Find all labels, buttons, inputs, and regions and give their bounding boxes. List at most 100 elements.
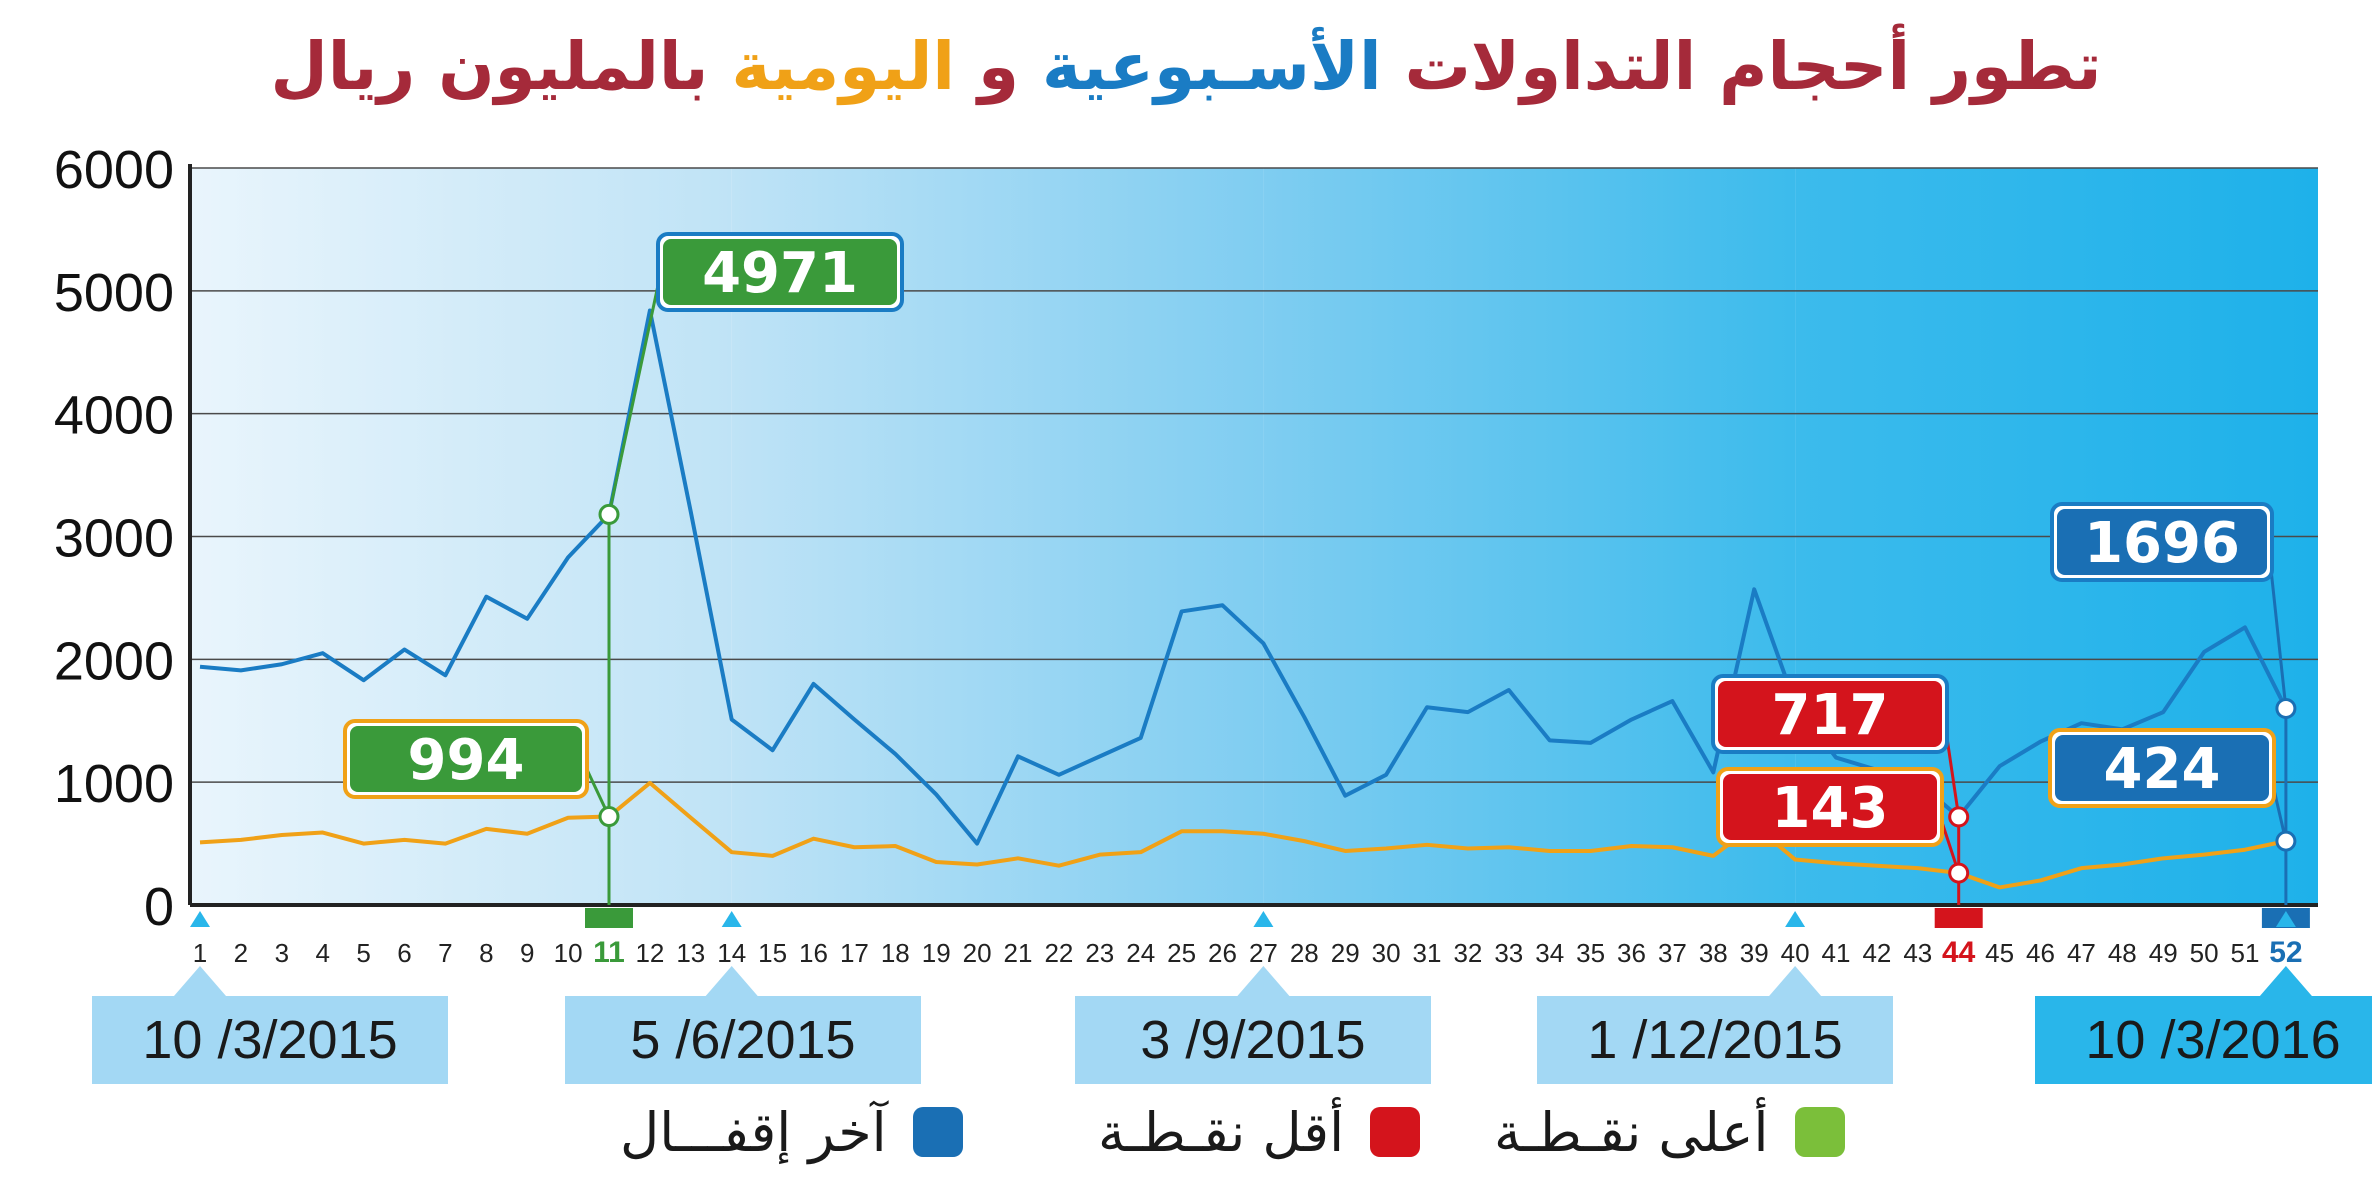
x-tick-label: 19	[922, 938, 951, 968]
x-tick-label: 45	[1985, 938, 2014, 968]
date-pointer	[1769, 966, 1822, 996]
x-tick-label: 30	[1372, 938, 1401, 968]
x-tick-label: 50	[2190, 938, 2219, 968]
date-pointer	[1237, 966, 1290, 996]
x-tick-label: 42	[1862, 938, 1891, 968]
x-tick-label: 36	[1617, 938, 1646, 968]
callout-point	[1948, 806, 1970, 828]
legend-swatch-low	[1370, 1107, 1421, 1157]
x-tick-label: 26	[1208, 938, 1237, 968]
title-prefix: تطور أحجام التداولات	[1404, 28, 2102, 105]
callout-label: 143	[1772, 776, 1889, 841]
x-tick-label: 10	[554, 938, 583, 968]
callout-point	[598, 503, 620, 525]
x-tick-label: 35	[1576, 938, 1605, 968]
callout-label: 1696	[2084, 511, 2240, 576]
x-tick-label: 8	[479, 938, 493, 968]
x-tick-label: 37	[1658, 938, 1687, 968]
legend-item-high: أعلى نقـطـة	[1494, 1092, 1845, 1172]
y-tick-label: 0	[144, 877, 174, 937]
y-tick-label: 1000	[54, 754, 174, 814]
x-tick-label: 13	[676, 938, 705, 968]
date-box	[565, 996, 921, 1084]
title-connector: و	[978, 28, 1020, 105]
callout-point	[1948, 862, 1970, 884]
x-tick-label: 24	[1126, 938, 1155, 968]
x-tick-label: 20	[963, 938, 992, 968]
x-tick-label: 9	[520, 938, 534, 968]
callout-label: 424	[2104, 737, 2221, 802]
y-tick-label: 4000	[54, 386, 174, 446]
x-tick-label: 34	[1535, 938, 1564, 968]
date-pointer-top	[2275, 911, 2296, 927]
callout-point	[2275, 697, 2297, 719]
title-weekly: الأسـبوعية	[1042, 28, 1382, 105]
x-tick-label: 28	[1290, 938, 1319, 968]
x-tick-label: 23	[1085, 938, 1114, 968]
x-tick-label: 7	[438, 938, 452, 968]
date-label: 3 /9/2015	[1140, 1010, 1365, 1070]
callout-box	[2055, 735, 2269, 801]
legend-item-low: أقل نقـطـة	[1098, 1092, 1421, 1172]
title-suffix: بالمليون ريال	[270, 28, 709, 105]
x-tick-label: 47	[2067, 938, 2096, 968]
callout-box	[1723, 774, 1937, 840]
x-tick-label: 43	[1903, 938, 1932, 968]
x-tick-label: 16	[799, 938, 828, 968]
x-tick-label: 12	[635, 938, 664, 968]
legend-label-low: أقل نقـطـة	[1098, 1100, 1345, 1164]
x-tick-label: 44	[1942, 936, 1976, 969]
x-tick-label: 2	[234, 938, 248, 968]
x-tick-label: 31	[1413, 938, 1442, 968]
date-label: 5 /6/2015	[630, 1010, 855, 1070]
x-tick-label: 46	[2026, 938, 2055, 968]
callout-label: 4971	[702, 241, 858, 306]
callout-leader	[607, 261, 665, 515]
date-box	[2035, 996, 2372, 1084]
x-tick-label: 51	[2231, 938, 2260, 968]
date-pointer-top	[190, 911, 210, 927]
date-box	[92, 996, 448, 1084]
x-tick-label: 17	[840, 938, 869, 968]
callout-box	[350, 726, 582, 792]
legend-label-high: أعلى نقـطـة	[1494, 1100, 1769, 1164]
legend-swatch-last	[912, 1107, 963, 1157]
x-tick-label: 15	[758, 938, 787, 968]
date-label: 1 /12/2015	[1587, 1010, 1842, 1070]
callout-box	[663, 239, 897, 305]
x-tick-label: 39	[1740, 938, 1769, 968]
x-tick-label: 32	[1453, 938, 1482, 968]
x-tick-label: 3	[275, 938, 289, 968]
date-pointer-top	[721, 911, 742, 927]
callout-label: 717	[1772, 683, 1889, 748]
x-tick-label: 25	[1167, 938, 1196, 968]
date-pointer	[2259, 966, 2312, 996]
x-tick-label: 29	[1331, 938, 1360, 968]
callout-box	[2057, 509, 2267, 575]
daily-series-line	[199, 780, 2287, 890]
x-tick-label: 41	[1822, 938, 1851, 968]
x-tick-label: 6	[397, 938, 411, 968]
legend-item-last: آخر إقفـــال	[620, 1092, 963, 1172]
legend-label-last: آخر إقفـــال	[620, 1100, 887, 1164]
highlight-tick-marker	[585, 908, 633, 928]
x-tick-label: 5	[356, 938, 370, 968]
date-label: 10 /3/2015	[142, 1010, 397, 1070]
callout-box	[1718, 681, 1942, 747]
chart-title: تطور أحجام التداولات الأسـبوعية و اليومي…	[0, 28, 2372, 105]
date-pointer-top	[1785, 911, 1806, 927]
date-box	[1537, 996, 1893, 1084]
x-tick-label: 21	[1004, 938, 1033, 968]
callout-point	[2275, 830, 2297, 852]
legend-swatch-high	[1794, 1107, 1845, 1157]
x-tick-label: 49	[2149, 938, 2178, 968]
x-tick-label: 22	[1044, 938, 1073, 968]
x-tick-label: 14	[717, 938, 746, 968]
callout-point	[598, 806, 620, 828]
date-label: 10 /3/2016	[2085, 1010, 2340, 1070]
highlight-tick-marker	[1934, 908, 1983, 928]
date-pointer	[705, 966, 758, 996]
y-tick-label: 3000	[54, 509, 174, 569]
y-tick-label: 2000	[54, 631, 174, 691]
